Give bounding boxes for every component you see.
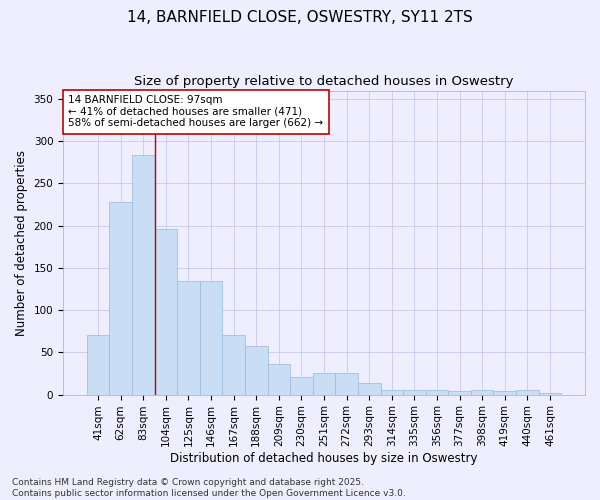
Y-axis label: Number of detached properties: Number of detached properties: [15, 150, 28, 336]
Bar: [403, 390, 425, 394]
Bar: [177, 282, 200, 395]
Bar: [380, 390, 403, 394]
Bar: [109, 202, 132, 394]
Bar: [87, 336, 109, 394]
Bar: [268, 364, 290, 394]
Bar: [335, 374, 358, 394]
Bar: [245, 346, 268, 395]
Bar: [132, 154, 155, 394]
Bar: [313, 374, 335, 394]
Text: Contains HM Land Registry data © Crown copyright and database right 2025.
Contai: Contains HM Land Registry data © Crown c…: [12, 478, 406, 498]
X-axis label: Distribution of detached houses by size in Oswestry: Distribution of detached houses by size …: [170, 452, 478, 465]
Bar: [290, 377, 313, 394]
Text: 14 BARNFIELD CLOSE: 97sqm
← 41% of detached houses are smaller (471)
58% of semi: 14 BARNFIELD CLOSE: 97sqm ← 41% of detac…: [68, 95, 323, 128]
Bar: [448, 391, 471, 394]
Bar: [539, 393, 561, 394]
Text: 14, BARNFIELD CLOSE, OSWESTRY, SY11 2TS: 14, BARNFIELD CLOSE, OSWESTRY, SY11 2TS: [127, 10, 473, 25]
Bar: [200, 282, 223, 395]
Bar: [425, 390, 448, 394]
Bar: [516, 390, 539, 394]
Bar: [493, 391, 516, 394]
Bar: [223, 334, 245, 394]
Bar: [155, 229, 177, 394]
Bar: [358, 383, 380, 394]
Bar: [471, 390, 493, 394]
Title: Size of property relative to detached houses in Oswestry: Size of property relative to detached ho…: [134, 75, 514, 88]
